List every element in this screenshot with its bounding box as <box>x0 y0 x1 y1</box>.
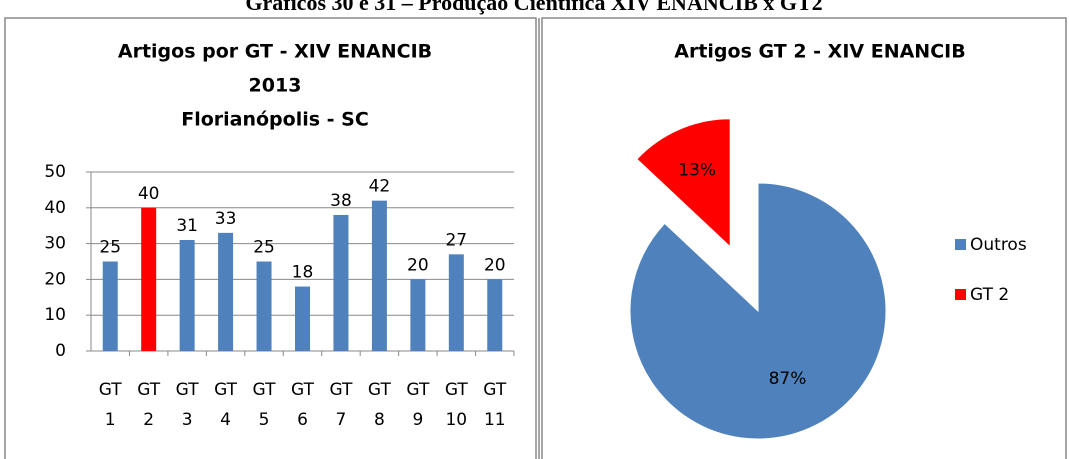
chart-title: Artigos por GT - XIV ENANCIB <box>118 41 432 63</box>
bar <box>141 207 157 351</box>
data-label: 40 <box>138 184 160 204</box>
data-label: 20 <box>484 255 506 275</box>
bar <box>102 261 118 351</box>
data-label: 18 <box>292 263 314 283</box>
y-tick-label: 10 <box>44 305 66 325</box>
data-label: 42 <box>369 177 391 197</box>
data-label: 87% <box>769 369 807 389</box>
legend-label: GT 2 <box>970 285 1009 305</box>
x-tick-label: GT 6 <box>291 380 314 430</box>
heading: Gráficos 30 e 31 – Produção Científica X… <box>245 0 822 15</box>
x-tick-label: GT 7 <box>329 380 353 430</box>
x-tick-label: GT 8 <box>367 380 391 430</box>
bar <box>487 279 503 351</box>
chart-title: 2013 <box>249 75 302 97</box>
bar <box>448 254 464 351</box>
data-label: 27 <box>445 230 467 250</box>
data-label: 31 <box>176 216 198 236</box>
data-label: 25 <box>253 238 275 258</box>
x-tick-label: GT 10 <box>444 380 468 430</box>
data-label: 38 <box>330 191 352 211</box>
data-label: 20 <box>407 255 429 275</box>
legend-swatch <box>955 239 966 250</box>
x-tick-label: GT 3 <box>175 380 199 430</box>
data-label: 33 <box>215 209 237 229</box>
bar <box>410 279 426 351</box>
x-tick-label: GT 2 <box>137 380 161 430</box>
bar <box>218 232 234 351</box>
y-tick-label: 40 <box>44 198 66 218</box>
y-tick-label: 50 <box>44 162 66 182</box>
left-panel <box>4 17 537 459</box>
right-panel <box>541 17 1067 459</box>
data-label: 13% <box>678 160 716 180</box>
pie-slice <box>629 182 887 440</box>
y-tick-label: 30 <box>44 234 66 254</box>
chart-title: Artigos GT 2 - XIV ENANCIB <box>674 41 965 63</box>
bar <box>295 286 310 351</box>
x-tick-label: GT 9 <box>406 380 430 430</box>
bar <box>179 240 195 351</box>
x-tick-label: GT 4 <box>214 380 238 430</box>
bar <box>256 261 272 351</box>
bar <box>371 200 387 351</box>
y-tick-label: 0 <box>55 341 66 361</box>
x-tick-label: GT 11 <box>483 380 507 430</box>
chart-title: Florianópolis - SC <box>181 109 369 131</box>
bar <box>333 214 349 351</box>
y-tick-label: 20 <box>44 269 66 289</box>
data-label: 25 <box>99 238 121 258</box>
pie-slice <box>636 118 731 248</box>
x-tick-label: GT 1 <box>98 380 122 430</box>
legend-swatch <box>955 289 966 300</box>
x-tick-label: GT 5 <box>252 380 276 430</box>
legend-label: Outros <box>970 235 1027 255</box>
